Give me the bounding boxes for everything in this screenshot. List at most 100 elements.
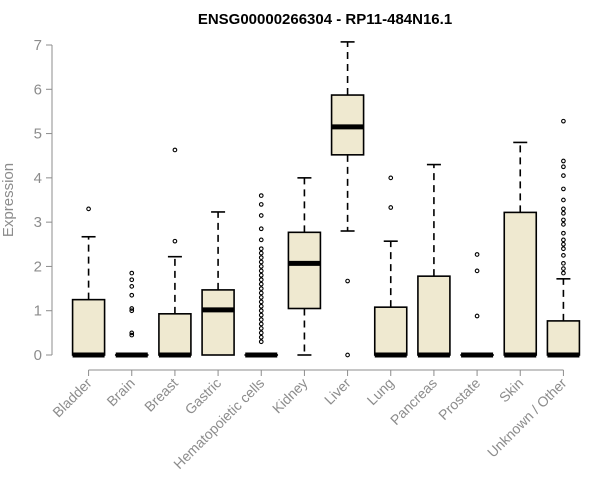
outlier-point <box>258 295 264 300</box>
x-tick-label: Breast <box>141 375 181 415</box>
box-group <box>503 141 538 358</box>
x-tick-label: Gastric <box>182 375 225 418</box>
outlier-point <box>345 352 350 358</box>
box-group <box>71 206 106 358</box>
outlier-point <box>561 186 566 192</box>
outlier-point <box>258 193 264 198</box>
box-iqr <box>287 231 322 310</box>
outlier-point <box>258 321 264 327</box>
outlier-point <box>258 226 264 232</box>
box-iqr <box>71 298 106 356</box>
outlier-point <box>258 259 264 265</box>
box-iqr <box>546 320 581 356</box>
box-group <box>546 118 581 358</box>
outlier-point <box>561 270 566 276</box>
outlier-point <box>258 308 264 314</box>
outlier-point <box>258 330 264 336</box>
y-tick-label: 1 <box>34 303 42 320</box>
outlier-point <box>561 210 566 216</box>
outlier-point <box>561 158 566 164</box>
outlier-point <box>258 299 264 305</box>
x-tick-label: Liver <box>321 375 354 408</box>
outlier-point <box>86 206 91 212</box>
y-axis-label: Expression <box>0 163 17 237</box>
outlier-point <box>258 286 264 291</box>
y-tick-label: 7 <box>34 37 42 54</box>
outlier-point <box>172 238 178 244</box>
y-tick-label: 5 <box>34 126 42 143</box>
x-tick-label: Lung <box>364 375 397 408</box>
outlier-point <box>388 175 394 181</box>
outlier-point <box>258 213 264 218</box>
outlier-point <box>474 268 480 274</box>
outlier-point <box>258 237 264 243</box>
box-group <box>114 270 149 358</box>
outlier-point <box>258 277 264 283</box>
outlier-point <box>258 272 264 278</box>
x-tick-label: Kidney <box>269 375 311 417</box>
y-axis: 0 1 2 3 4 5 6 7 <box>34 37 53 364</box>
outlier-point <box>258 255 264 260</box>
y-tick-label: 0 <box>34 347 42 364</box>
outlier-point <box>129 308 135 314</box>
outlier-point <box>474 252 480 257</box>
box-group <box>158 147 192 358</box>
boxes-layer <box>71 41 581 358</box>
outlier-point <box>258 339 264 345</box>
box-group <box>201 211 235 356</box>
outlier-point <box>474 313 480 319</box>
outlier-point <box>561 260 566 266</box>
outlier-point <box>561 197 566 203</box>
box-group <box>373 175 408 358</box>
outlier-point <box>129 330 135 336</box>
outlier-point <box>129 292 135 298</box>
x-tick-label: Brain <box>103 375 137 409</box>
box-group <box>244 193 279 358</box>
box-iqr <box>158 313 192 356</box>
outlier-point <box>561 222 566 227</box>
outlier-point <box>561 237 566 243</box>
outlier-point <box>258 334 264 340</box>
outlier-point <box>258 317 264 322</box>
outlier-point <box>561 217 566 223</box>
box-iqr <box>201 289 235 356</box>
outlier-point <box>561 266 566 271</box>
outlier-point <box>172 147 178 153</box>
outlier-point <box>258 264 264 269</box>
y-tick-label: 3 <box>34 214 42 231</box>
outlier-point <box>258 268 264 274</box>
x-tick-label: Prostate <box>435 375 483 423</box>
y-tick-label: 6 <box>34 81 42 98</box>
outlier-point <box>561 206 566 212</box>
outlier-point <box>388 205 394 210</box>
outlier-point <box>258 246 264 252</box>
outlier-point <box>258 326 264 331</box>
x-tick-label: Bladder <box>49 375 95 421</box>
outlier-point <box>129 270 135 276</box>
outlier-point <box>345 278 350 284</box>
outlier-point <box>129 332 135 338</box>
box-iqr <box>373 306 408 356</box>
outlier-point <box>258 290 264 296</box>
outlier-point <box>561 164 566 170</box>
box-group <box>460 252 494 358</box>
outlier-point <box>258 303 264 309</box>
box-group <box>417 163 451 358</box>
outlier-point <box>561 246 566 252</box>
outlier-point <box>561 230 566 236</box>
outlier-point <box>561 241 566 247</box>
box-group <box>287 177 322 356</box>
outlier-point <box>258 312 264 318</box>
outlier-point <box>258 202 264 207</box>
box-iqr <box>417 275 451 356</box>
outlier-point <box>561 253 566 258</box>
outlier-point <box>129 284 135 289</box>
outlier-point <box>258 250 264 256</box>
x-tick-label: Pancreas <box>387 375 440 428</box>
outlier-point <box>129 306 135 311</box>
outlier-point <box>561 118 566 124</box>
x-tick-label: Skin <box>496 375 527 406</box>
box-group <box>330 41 365 358</box>
box-iqr <box>503 211 538 356</box>
